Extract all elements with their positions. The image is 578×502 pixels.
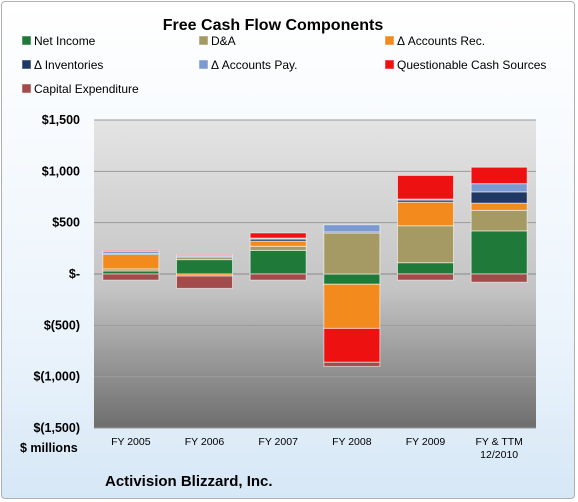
bar-d-a <box>470 209 528 232</box>
chart-title: Free Cash Flow Components <box>163 17 384 34</box>
y-tick-label: $(500) <box>44 318 80 332</box>
legend-swatch-capital-expenditure <box>21 83 32 94</box>
legend-swatch-inventories <box>21 59 32 70</box>
legend-swatch-accounts-rec <box>384 35 395 46</box>
company-name: Activision Blizzard, Inc. <box>105 473 273 490</box>
bar-inventories <box>470 191 528 204</box>
bar-questionable-cash-sources <box>397 174 454 200</box>
bar-accounts-rec <box>397 201 454 227</box>
x-tick-label: FY 2008 <box>332 436 372 448</box>
bar-accounts-rec <box>470 202 528 211</box>
x-axis: FY 2005 FY 2006 FY 2007 FY 2008 FY 2009 FY & … <box>111 436 523 461</box>
legend-swatch-d-a <box>198 35 209 46</box>
bar-questionable-cash-sources <box>249 232 307 239</box>
bar-d-a <box>323 232 381 275</box>
bar-capital-expenditure <box>102 273 160 281</box>
x-tick-label: FY 2005 <box>111 436 151 448</box>
bar-capital-expenditure <box>176 275 233 289</box>
y-tick-label: $1,000 <box>42 164 80 178</box>
bar-accounts-pay <box>470 183 528 193</box>
legend-label-capital-expenditure: Capital Expenditure <box>34 82 139 96</box>
bar-d-a <box>397 225 454 264</box>
y-tick-label: $500 <box>52 216 80 230</box>
bar-net-income <box>397 262 454 275</box>
bar-accounts-pay <box>323 224 381 233</box>
legend-label-accounts-pay: Δ Accounts Pay. <box>211 58 298 72</box>
x-tick-label: FY 2006 <box>185 436 225 448</box>
legend-label-questionable-cash-sources: Questionable Cash Sources <box>397 58 546 72</box>
bar-net-income <box>470 230 528 275</box>
unit-label: $ millions <box>20 441 78 455</box>
bar-questionable-cash-sources <box>176 253 233 257</box>
bar-questionable-cash-sources <box>102 249 160 252</box>
bar-net-income <box>249 249 307 275</box>
legend-label-net-income: Net Income <box>34 34 96 48</box>
bar-net-income <box>323 273 381 285</box>
legend-swatch-questionable-cash-sources <box>384 59 395 70</box>
legend-label-d-a: D&A <box>211 34 236 48</box>
bar-capital-expenditure <box>249 273 307 281</box>
y-tick-label: $1,500 <box>42 113 80 127</box>
y-tick-label: $(1,000) <box>33 370 80 384</box>
bars <box>102 166 528 367</box>
bar-accounts-rec <box>323 283 381 329</box>
legend-label-accounts-rec: Δ Accounts Rec. <box>397 34 485 48</box>
legend: Net Income D&A Δ Accounts Rec. Δ Inventorie… <box>21 34 546 96</box>
bar-capital-expenditure <box>470 273 528 283</box>
bar-accounts-rec <box>249 240 307 247</box>
bar-questionable-cash-sources <box>470 166 528 185</box>
legend-label-inventories: Δ Inventories <box>34 58 103 72</box>
bar-capital-expenditure <box>397 273 454 281</box>
y-tick-label: $(1,500) <box>33 421 80 435</box>
bar-d-a <box>249 245 307 251</box>
y-tick-label: $- <box>69 267 80 281</box>
bar-questionable-cash-sources <box>323 327 381 363</box>
bar-accounts-rec <box>102 253 160 270</box>
bar-net-income <box>176 259 233 275</box>
x-tick-label: FY & TTM 12/2010 <box>475 436 522 461</box>
gridlines <box>94 119 536 429</box>
legend-swatch-net-income <box>21 35 32 46</box>
x-tick-label: FY 2009 <box>406 436 446 448</box>
legend-swatch-accounts-pay <box>198 59 209 70</box>
y-axis: $1,500 $1,000 $500 $- $(500) $(1,000) $(1,500) <box>33 113 80 435</box>
bar-capital-expenditure <box>323 361 381 367</box>
x-tick-label: FY 2007 <box>258 436 298 448</box>
